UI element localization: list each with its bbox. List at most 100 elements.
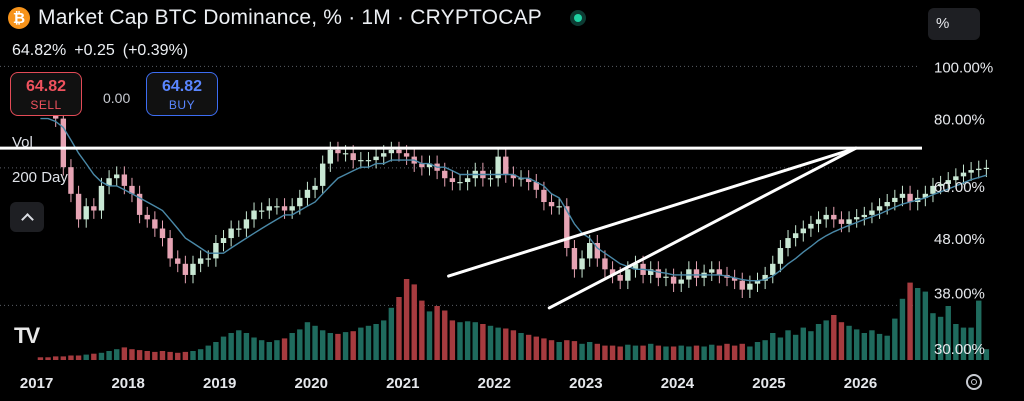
symbol-title[interactable]: Market Cap BTC Dominance, % · 1M · CRYPT…: [38, 6, 542, 29]
candle-body: [373, 156, 379, 161]
volume-bar: [579, 343, 585, 360]
candle-body: [571, 248, 578, 270]
y-tick-label: 60.00%: [934, 179, 985, 196]
volume-bar: [106, 351, 112, 360]
candle-body: [533, 182, 539, 190]
volume-bar: [670, 346, 677, 360]
buy-label: BUY: [168, 98, 196, 112]
candle-body: [586, 243, 593, 259]
candle-body: [442, 170, 448, 179]
volume-bar: [945, 306, 951, 360]
candle-body: [175, 258, 181, 264]
volume-bar: [953, 324, 959, 360]
volume-bar: [800, 327, 806, 360]
candle-body: [243, 219, 250, 229]
volume-bar: [365, 325, 372, 360]
candle-body: [709, 269, 715, 273]
x-tick-label: 2019: [203, 375, 236, 392]
volume-bar: [632, 345, 639, 360]
candle-body: [541, 189, 547, 203]
volume-bar: [388, 307, 395, 360]
candle-body: [350, 153, 356, 161]
volume-bar: [487, 325, 494, 360]
volume-bar: [739, 343, 745, 360]
volume-bar: [617, 346, 623, 360]
volume-bar: [75, 355, 82, 360]
candle-body: [419, 163, 425, 168]
volume-bar: [312, 325, 318, 360]
trendlines: [0, 146, 922, 310]
volume-bar: [175, 352, 181, 360]
volume-bar: [472, 322, 478, 360]
candle-body: [579, 258, 585, 270]
buy-price: 64.82: [161, 78, 203, 95]
volume-bar: [762, 340, 768, 360]
volume-bar: [915, 288, 921, 360]
volume-bar: [495, 327, 501, 360]
volume-bar: [37, 357, 44, 360]
volume-bar: [319, 330, 326, 360]
volume-bar: [968, 327, 974, 360]
ma-indicator-label[interactable]: 200 Day: [12, 169, 68, 186]
candle-body: [907, 193, 913, 203]
scale-percent-button[interactable]: %: [928, 8, 980, 40]
volume-bar: [693, 345, 700, 360]
candle-body: [976, 168, 982, 171]
volume-bar: [342, 332, 349, 360]
candle-body: [556, 206, 562, 208]
volume-bar: [403, 279, 410, 360]
candle-body: [716, 269, 723, 275]
candle-body: [91, 206, 97, 211]
volume-indicator-label[interactable]: Vol: [12, 134, 33, 151]
volume-bar: [609, 345, 616, 360]
candle-body: [358, 160, 364, 162]
volume-bar: [823, 320, 829, 360]
x-tick-label: 2017: [20, 375, 53, 392]
candlesticks: [37, 88, 990, 298]
candle-body: [319, 163, 326, 186]
candle-body: [106, 178, 112, 186]
candle-body: [258, 210, 265, 212]
volume-bar: [709, 344, 715, 360]
candle-body: [609, 269, 616, 275]
volume-bar: [159, 351, 166, 360]
candle-body: [495, 156, 501, 179]
candle-body: [98, 185, 105, 211]
volume-bar: [907, 282, 913, 360]
volume-bar: [792, 334, 799, 360]
chart-header: ₿ Market Cap BTC Dominance, % · 1M · CRY…: [8, 6, 586, 30]
candle-body: [289, 206, 295, 211]
chevron-up-icon[interactable]: [10, 202, 44, 232]
volume-bar: [861, 333, 868, 360]
volume-bar: [220, 336, 227, 360]
volume-bar: [205, 345, 211, 360]
buy-button[interactable]: 64.82 BUY: [146, 72, 218, 116]
sell-button[interactable]: 64.82 SELL: [10, 72, 82, 116]
volume-bar: [228, 333, 234, 360]
candle-body: [648, 269, 654, 275]
gear-icon[interactable]: [966, 374, 982, 390]
candle-body: [831, 214, 837, 220]
volume-bar: [602, 345, 608, 360]
y-tick-label: 38.00%: [934, 286, 985, 303]
candle-body: [808, 223, 814, 229]
candle-body: [754, 280, 761, 284]
candle-body: [487, 178, 494, 180]
candle-body: [365, 160, 372, 162]
volume-bar: [853, 329, 860, 360]
x-tick-label: 2023: [569, 375, 602, 392]
candle-body: [83, 206, 89, 220]
volume-bar: [701, 346, 707, 360]
volume-bar: [770, 333, 776, 360]
candle-body: [747, 283, 753, 290]
volume-bar: [52, 356, 59, 360]
volume-bar: [236, 330, 242, 360]
volume-bar: [442, 310, 448, 360]
volume-bar: [731, 345, 738, 360]
y-tick-label: 30.00%: [934, 341, 985, 358]
candle-body: [60, 118, 67, 168]
volume-bar: [335, 333, 341, 360]
candle-body: [396, 149, 402, 154]
candle-body: [625, 269, 631, 281]
